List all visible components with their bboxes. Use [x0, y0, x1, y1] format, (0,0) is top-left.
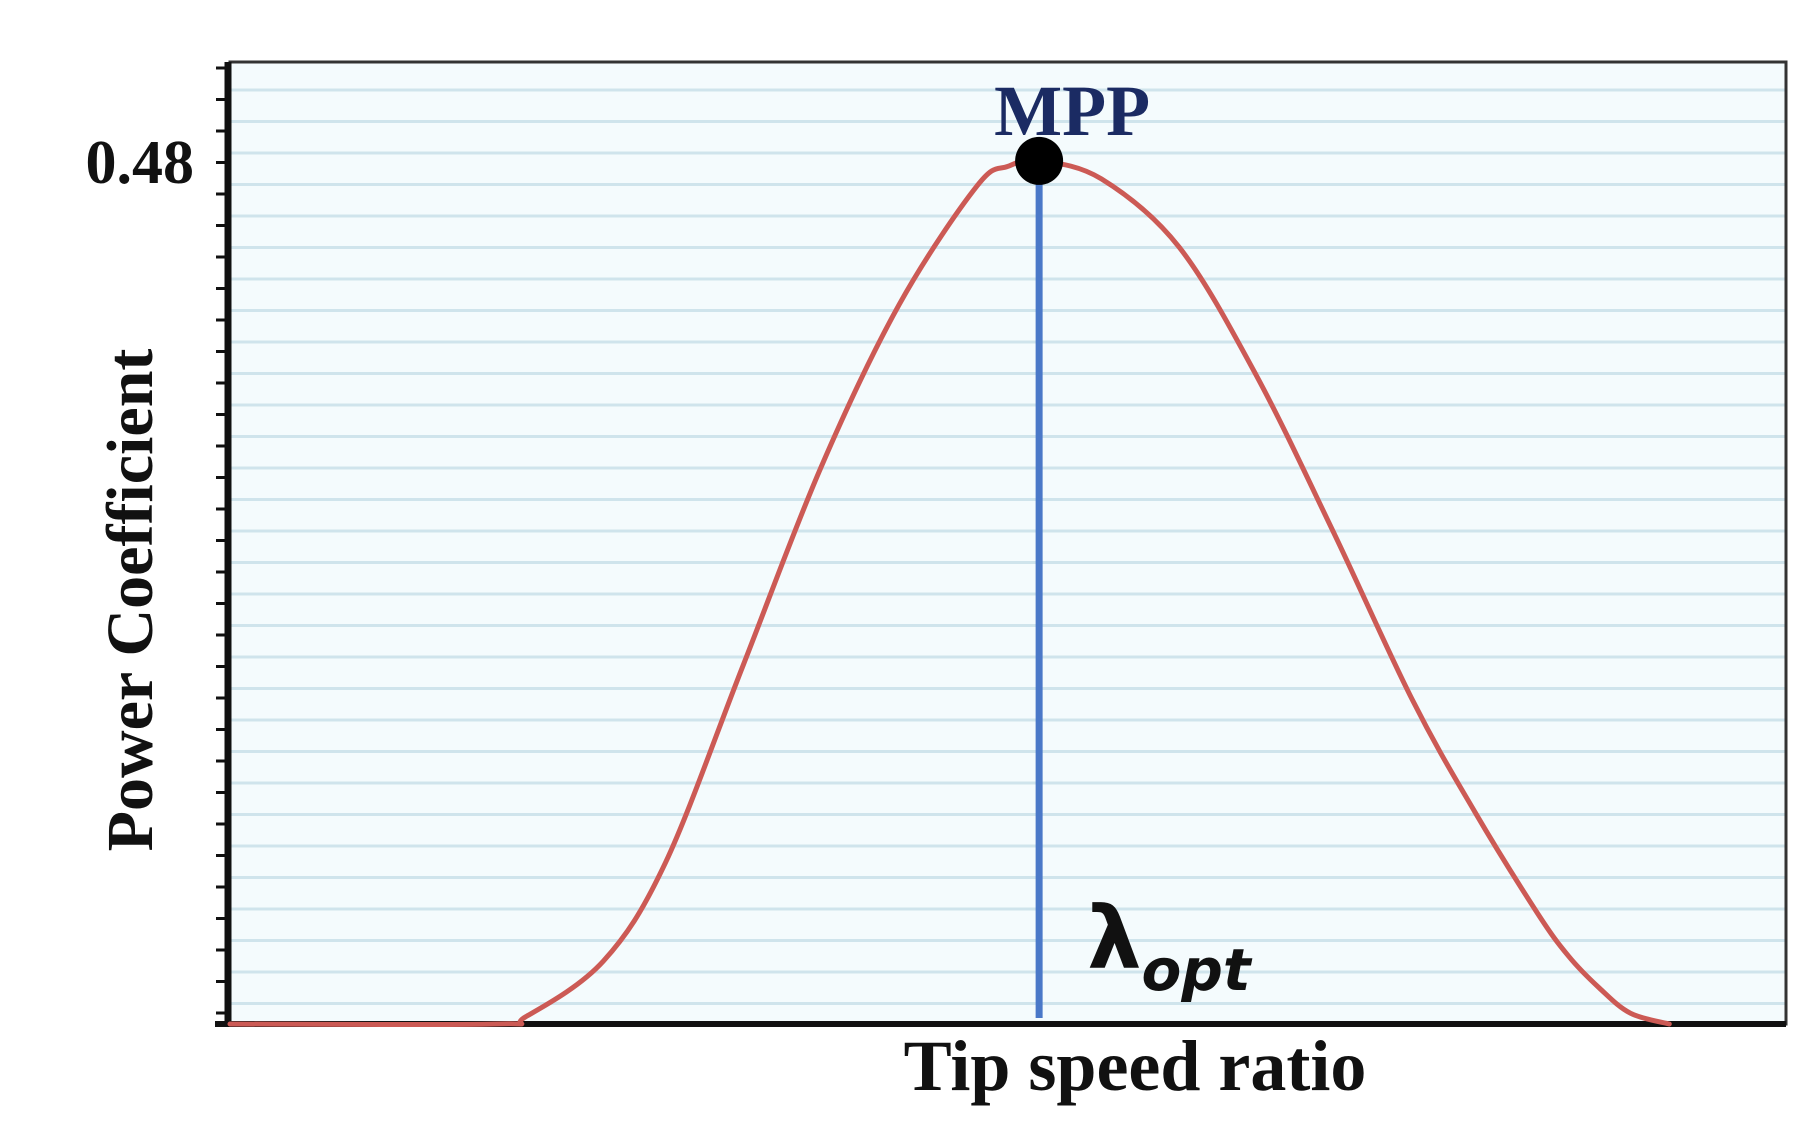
lambda-subscript: opt — [1142, 936, 1253, 1004]
mpp-label: MPP — [994, 71, 1150, 151]
lambda-opt-label: λopt — [1087, 889, 1253, 1004]
y-axis-label: Power Coefficient — [94, 349, 167, 852]
lambda-symbol: λ — [1087, 889, 1141, 989]
plot-background — [230, 62, 1786, 1024]
mpp-point — [1015, 136, 1064, 185]
y-tick-label: 0.48 — [86, 129, 195, 197]
grid-lines — [230, 88, 1786, 1005]
x-axis-label: Tip speed ratio — [904, 1026, 1367, 1106]
